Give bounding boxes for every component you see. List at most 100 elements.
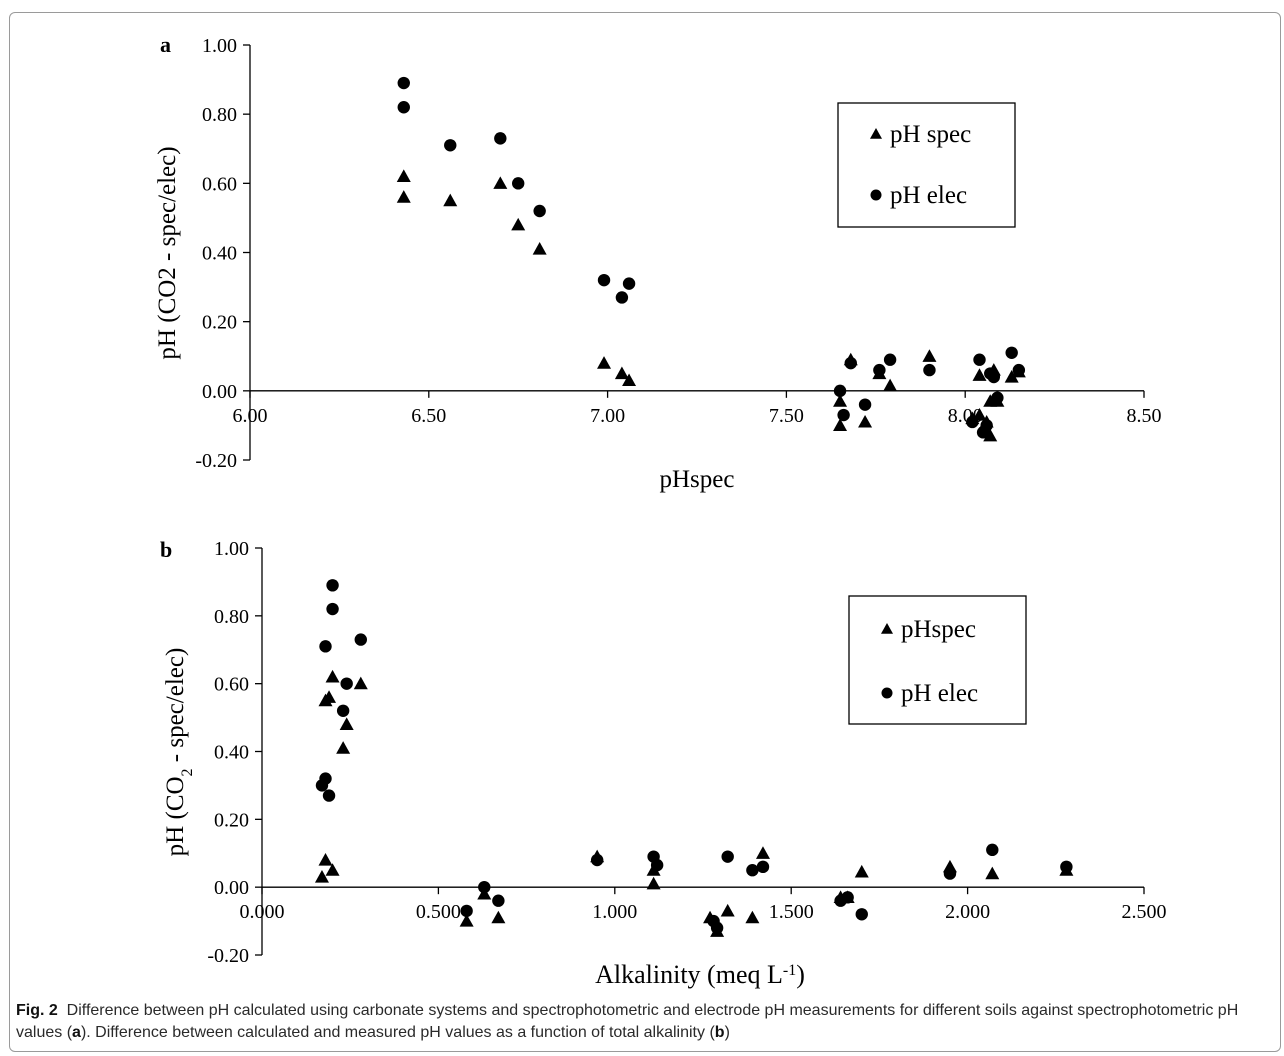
data-point-circle: [986, 843, 999, 857]
data-point-triangle: [511, 217, 526, 231]
data-point-triangle: [443, 193, 458, 207]
data-point-circle: [622, 277, 636, 290]
data-point-circle: [923, 363, 936, 377]
y-tick-label: 0.00: [202, 381, 237, 403]
x-axis-label: pHspec: [660, 466, 735, 493]
y-tick-label: 0.20: [202, 312, 237, 334]
data-point-triangle: [883, 378, 898, 392]
x-tick-label: 0.500: [416, 901, 461, 923]
y-tick-label: 0.00: [214, 877, 249, 899]
y-tick-label: 0.20: [214, 809, 249, 831]
data-point-circle: [615, 291, 629, 304]
data-point-circle: [590, 853, 604, 867]
data-point-triangle: [858, 414, 873, 428]
caption-text-3: ): [724, 1024, 730, 1041]
data-point-triangle: [325, 863, 340, 876]
y-tick-label: -0.20: [195, 450, 237, 472]
legend-box: [848, 595, 1027, 725]
data-point-circle: [721, 850, 734, 863]
data-point-circle: [746, 864, 759, 877]
y-tick-label: 0.80: [202, 104, 237, 126]
data-point-triangle: [339, 717, 354, 730]
x-tick-label: 2.000: [945, 901, 990, 923]
y-axis-label: pH (CO2 - spec/elec): [154, 146, 181, 359]
data-point-triangle: [459, 914, 474, 927]
data-point-circle: [460, 904, 473, 918]
data-point-circle: [336, 704, 350, 717]
legend-marker-triangle: [870, 128, 882, 139]
data-point-triangle: [318, 853, 333, 866]
series-triangle: [314, 669, 1074, 937]
data-point-circle: [326, 602, 339, 616]
data-point-triangle: [325, 669, 340, 683]
x-tick-label: 7.00: [590, 405, 625, 427]
data-point-triangle: [833, 418, 848, 432]
data-point-triangle: [614, 366, 629, 380]
y-axis-label: pH (CO2 - spec/elec): [162, 648, 196, 857]
data-point-circle: [326, 579, 339, 592]
data-point-triangle: [491, 910, 506, 924]
data-point-circle: [710, 921, 724, 935]
data-point-triangle: [755, 846, 770, 859]
data-point-circle: [340, 677, 353, 690]
data-point-triangle: [1004, 370, 1019, 383]
data-point-circle: [492, 894, 505, 907]
legend-label: pH elec: [901, 680, 978, 707]
chart-panel-b: b -0.20 0.00 0.20 0.40 0.60 0.80 1.00 0.000 0.500…: [160, 537, 1167, 989]
figure-svg: a -0.20 0.00 0.20 0.40 0.60 0.80 1.00 6.00 6.50 7.…: [154, 32, 1167, 989]
x-tick-label: 2.500: [1122, 901, 1167, 923]
x-tick-label: 6.00: [233, 405, 268, 427]
data-point-triangle: [314, 869, 329, 883]
y-tick-label: 0.60: [214, 674, 249, 696]
data-point-triangle: [622, 373, 637, 387]
legend: pH spec pH elec: [837, 102, 1016, 228]
x-tick-label: 1.000: [592, 901, 637, 923]
data-point-circle: [973, 353, 986, 366]
series-circle: [397, 76, 1026, 439]
x-tick-label: 6.50: [411, 405, 446, 427]
data-point-triangle: [597, 356, 612, 369]
data-point-circle: [478, 880, 491, 894]
data-point-circle: [943, 867, 957, 880]
legend-label: pH spec: [890, 121, 971, 148]
data-point-triangle: [985, 866, 1000, 880]
data-point-triangle: [322, 690, 337, 703]
data-point-circle: [1012, 363, 1026, 377]
data-point-triangle: [493, 176, 508, 189]
data-point-triangle: [532, 242, 547, 255]
data-point-circle: [756, 860, 770, 874]
y-tick-label: -0.20: [207, 945, 249, 967]
legend-box: [837, 102, 1016, 228]
data-point-circle: [858, 398, 872, 411]
data-point-circle: [841, 891, 854, 904]
legend-marker-triangle: [881, 623, 893, 634]
data-point-circle: [1005, 346, 1018, 359]
data-point-circle: [1060, 860, 1073, 874]
y-tick-label: 0.40: [214, 742, 249, 764]
y-tick-label: 0.40: [202, 243, 237, 265]
data-point-triangle: [854, 864, 869, 878]
x-tick-label: 0.000: [240, 901, 285, 923]
legend-marker-circle: [870, 189, 882, 201]
data-point-circle: [533, 204, 546, 218]
data-point-triangle: [745, 910, 760, 924]
data-point-circle: [991, 391, 1004, 404]
legend: pHspec pH elec: [848, 595, 1027, 725]
data-point-circle: [597, 273, 611, 287]
data-point-circle: [322, 789, 336, 802]
data-point-triangle: [922, 349, 937, 362]
x-axis-label: Alkalinity (meq L-1): [595, 960, 805, 989]
x-tick-label: 7.50: [769, 405, 804, 427]
data-point-circle: [319, 640, 332, 653]
data-point-triangle: [983, 428, 998, 442]
legend-label: pH elec: [890, 182, 967, 209]
data-point-circle: [855, 908, 868, 921]
data-point-circle: [844, 356, 857, 370]
x-tick-label: 1.500: [769, 901, 814, 923]
data-point-triangle: [336, 741, 351, 754]
y-tick-label: 0.80: [214, 606, 249, 628]
data-point-circle: [987, 370, 1001, 384]
data-point-triangle: [396, 190, 411, 203]
caption-ref-b: b: [714, 1024, 725, 1041]
data-point-triangle: [396, 169, 411, 183]
